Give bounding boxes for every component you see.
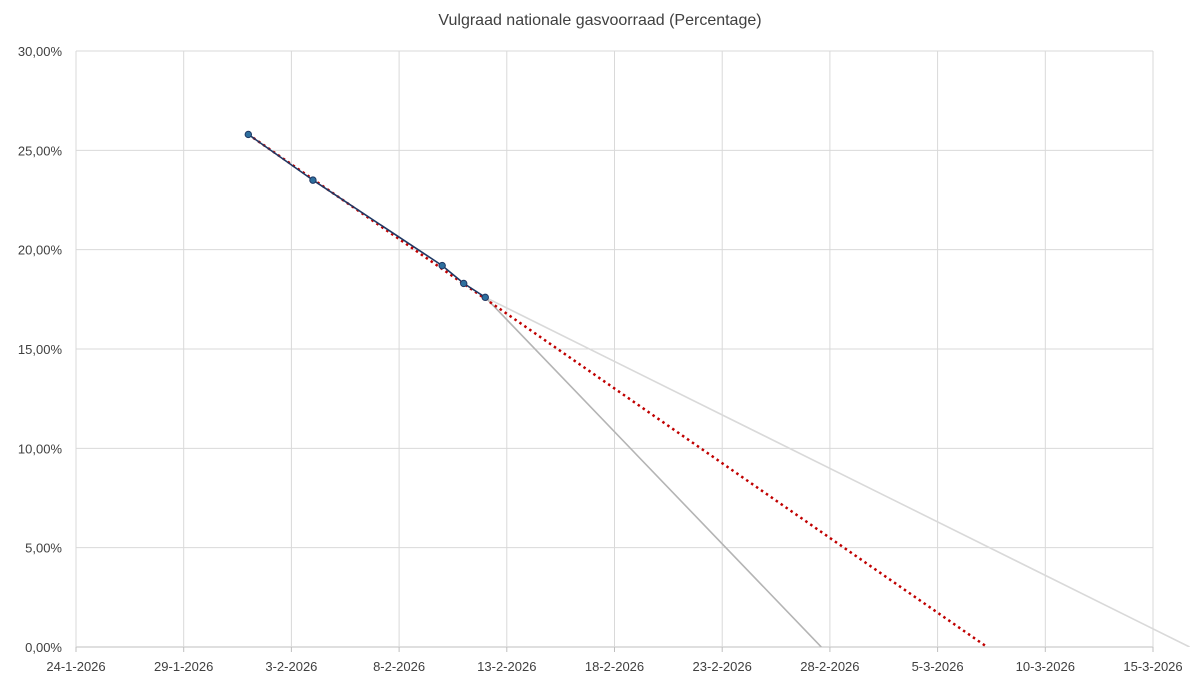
y-tick-label-6: 30,00% <box>18 44 63 59</box>
x-tick-label-1: 29-1-2026 <box>154 659 213 674</box>
y-tick-label-0: 0,00% <box>25 640 62 655</box>
data-point-0 <box>244 130 253 139</box>
x-tick-label-6: 23-2-2026 <box>693 659 752 674</box>
y-tick-label-3: 15,00% <box>18 342 63 357</box>
series-line-projectie-vlak <box>484 296 1190 647</box>
data-point-4 <box>481 293 489 302</box>
y-tick-label-1: 5,00% <box>25 541 62 556</box>
x-tick-label-2: 3-2-2026 <box>265 659 317 674</box>
series-line-vulgraad <box>247 133 486 298</box>
chart-title: Vulgraad nationale gasvoorraad (Percenta… <box>438 12 762 29</box>
data-point-3 <box>460 279 468 288</box>
x-tick-label-9: 10-3-2026 <box>1016 659 1075 674</box>
x-tick-label-0: 24-1-2026 <box>46 659 105 674</box>
x-tick-label-4: 13-2-2026 <box>477 659 536 674</box>
y-tick-label-5: 25,00% <box>18 143 63 158</box>
x-tick-label-8: 5-3-2026 <box>912 659 964 674</box>
tick-labels: 0,00% 5,00% 10,00% 15,00% 20,00% 25,00% 30,00%… <box>18 44 1183 674</box>
y-tick-label-2: 10,00% <box>18 441 63 456</box>
series-line-projectie-steil <box>484 296 822 647</box>
x-tick-label-5: 18-2-2026 <box>585 659 644 674</box>
series-layer <box>244 130 1190 647</box>
y-tick-label-4: 20,00% <box>18 243 63 258</box>
data-point-1 <box>309 176 317 184</box>
x-tick-label-3: 8-2-2026 <box>373 659 425 674</box>
data-point-2 <box>438 261 446 270</box>
grid <box>75 50 1154 652</box>
x-tick-label-7: 28-2-2026 <box>800 659 859 674</box>
x-tick-label-10: 15-3-2026 <box>1123 659 1182 674</box>
